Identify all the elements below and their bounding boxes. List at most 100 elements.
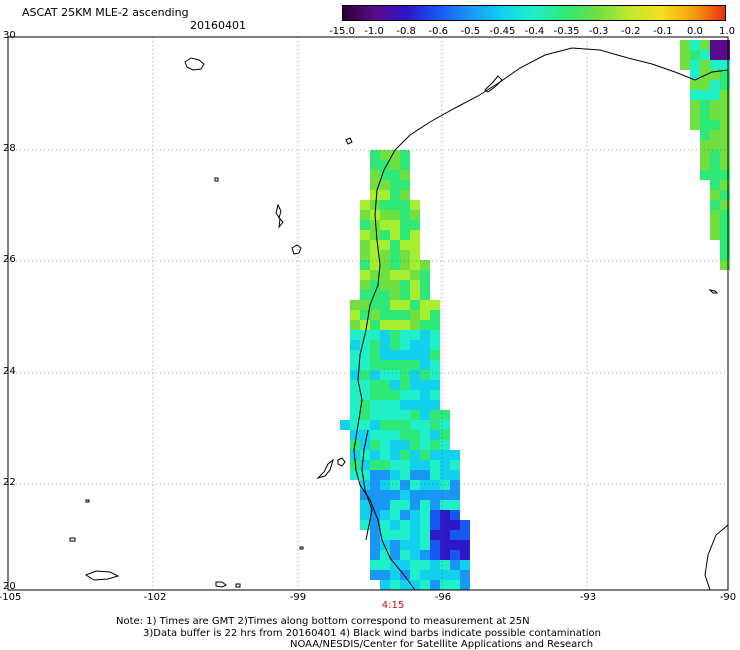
swath-cell bbox=[410, 320, 420, 330]
swath-cell bbox=[710, 80, 720, 90]
swath-cell bbox=[440, 480, 450, 490]
swath-cell bbox=[430, 350, 440, 360]
swath-cell bbox=[390, 320, 400, 330]
swath-cell bbox=[350, 410, 360, 420]
swath-cell bbox=[710, 50, 720, 60]
swath-cell bbox=[380, 420, 390, 430]
swath-cell bbox=[350, 340, 360, 350]
swath-cell bbox=[420, 550, 430, 560]
swath-cell bbox=[450, 470, 460, 480]
swath-cell bbox=[400, 410, 410, 420]
swath-cell bbox=[400, 530, 410, 540]
swath-cell bbox=[390, 400, 400, 410]
swath-cell bbox=[380, 250, 390, 260]
swath-cell bbox=[370, 300, 380, 310]
swath-cell bbox=[370, 550, 380, 560]
colorbar bbox=[342, 5, 726, 21]
swath-cell bbox=[350, 370, 360, 380]
swath-cell bbox=[450, 560, 460, 570]
swath-cell bbox=[400, 160, 410, 170]
swath-cell bbox=[360, 510, 370, 520]
swath-cell bbox=[360, 280, 370, 290]
swath-cell bbox=[410, 370, 420, 380]
swath-cell bbox=[430, 570, 440, 580]
swath-cell bbox=[400, 390, 410, 400]
swath-cell bbox=[360, 520, 370, 530]
swath-cell bbox=[720, 180, 730, 190]
swath-cell bbox=[410, 290, 420, 300]
swath-cell bbox=[380, 540, 390, 550]
swath-cell bbox=[450, 460, 460, 470]
swath-cell bbox=[390, 160, 400, 170]
swath-cell bbox=[400, 250, 410, 260]
swath-cell bbox=[380, 320, 390, 330]
colorbar-label: -0.2 bbox=[620, 26, 641, 37]
swath-cell bbox=[420, 560, 430, 570]
lon-label-105: -105 bbox=[0, 592, 22, 603]
swath-cell bbox=[390, 250, 400, 260]
swath-cell bbox=[400, 230, 410, 240]
swath-cell bbox=[410, 480, 420, 490]
swath-cell bbox=[370, 310, 380, 320]
swath-cell bbox=[430, 560, 440, 570]
swath-cell bbox=[390, 240, 400, 250]
swath-cell bbox=[370, 460, 380, 470]
swath-cell bbox=[410, 460, 420, 470]
swath-layer-east bbox=[680, 40, 730, 270]
swath-cell bbox=[370, 240, 380, 250]
swath-cell bbox=[350, 390, 360, 400]
swath-cell bbox=[360, 500, 370, 510]
swath-cell bbox=[350, 300, 360, 310]
swath-cell bbox=[380, 520, 390, 530]
swath-cell bbox=[400, 350, 410, 360]
pass-time: 4:15 bbox=[381, 600, 405, 611]
swath-cell bbox=[360, 400, 370, 410]
lon-label-99: -99 bbox=[289, 592, 307, 603]
swath-cell bbox=[370, 260, 380, 270]
swath-cell bbox=[700, 170, 710, 180]
swath-cell bbox=[380, 220, 390, 230]
swath-cell bbox=[430, 550, 440, 560]
swath-cell bbox=[420, 370, 430, 380]
lat-label-26: 26 bbox=[3, 254, 16, 265]
swath-cell bbox=[460, 560, 470, 570]
swath-cell bbox=[410, 420, 420, 430]
swath-cell bbox=[430, 420, 440, 430]
swath-cell bbox=[410, 220, 420, 230]
swath-cell bbox=[400, 470, 410, 480]
swath-cell bbox=[360, 230, 370, 240]
swath-cell bbox=[430, 510, 440, 520]
swath-cell bbox=[390, 540, 400, 550]
swath-cell bbox=[360, 490, 370, 500]
swath-cell bbox=[360, 290, 370, 300]
swath-cell bbox=[450, 450, 460, 460]
swath-cell bbox=[430, 400, 440, 410]
swath-cell bbox=[710, 160, 720, 170]
swath-cell bbox=[440, 560, 450, 570]
colorbar-label: -1.0 bbox=[364, 26, 384, 37]
swath-cell bbox=[710, 100, 720, 110]
swath-cell bbox=[400, 510, 410, 520]
swath-cell bbox=[450, 500, 460, 510]
swath-cell bbox=[380, 550, 390, 560]
swath-cell bbox=[390, 170, 400, 180]
swath-cell bbox=[680, 60, 690, 70]
swath-cell bbox=[370, 230, 380, 240]
swath-cell bbox=[420, 420, 430, 430]
swath-cell bbox=[720, 220, 730, 230]
swath-cell bbox=[390, 580, 400, 590]
swath-cell bbox=[450, 480, 460, 490]
swath-cell bbox=[400, 310, 410, 320]
swath-cell bbox=[360, 380, 370, 390]
swath-cell bbox=[710, 190, 720, 200]
swath-cell bbox=[350, 430, 360, 440]
swath-cell bbox=[410, 520, 420, 530]
swath-cell bbox=[420, 320, 430, 330]
swath-cell bbox=[400, 440, 410, 450]
swath-cell bbox=[440, 550, 450, 560]
swath-cell bbox=[420, 470, 430, 480]
swath-cell bbox=[430, 500, 440, 510]
swath-cell bbox=[400, 580, 410, 590]
swath-cell bbox=[380, 560, 390, 570]
swath-cell bbox=[400, 460, 410, 470]
